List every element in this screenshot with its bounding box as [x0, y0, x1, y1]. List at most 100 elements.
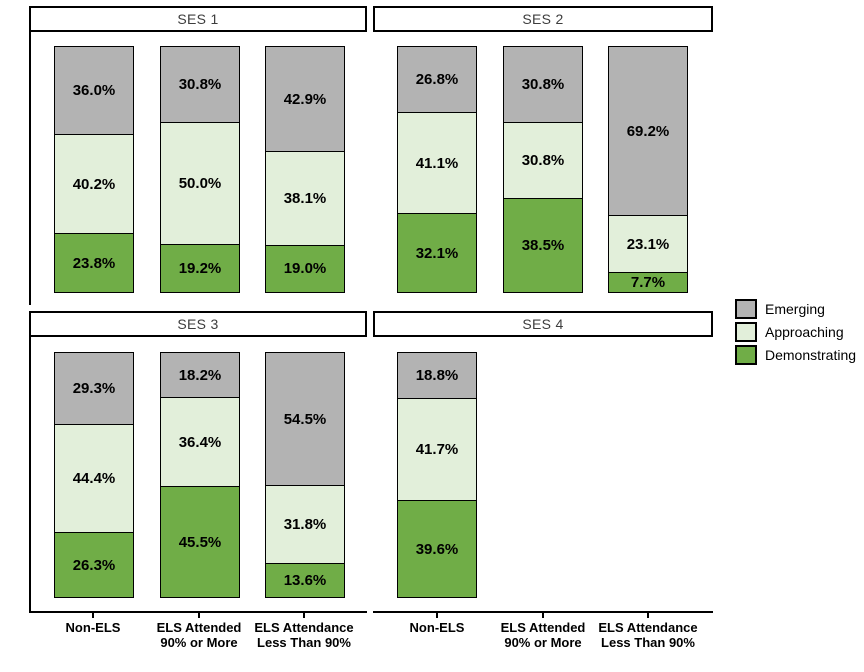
stacked-bar: 42.9% 38.1% 19.0%	[265, 46, 345, 293]
bar-segment-emerging: 18.8%	[398, 353, 476, 399]
bar-segment-emerging: 42.9%	[266, 47, 344, 152]
axis-category-label-line: Less Than 90%	[257, 635, 351, 650]
x-axis-right: Non-ELS ELS Attended 90% or More ELS Attend…	[373, 611, 713, 659]
bar-segment-emerging: 30.8%	[504, 47, 582, 122]
axis-category-label-line: ELS Attendance	[254, 620, 354, 635]
axis-category-label: Non-ELS	[372, 620, 502, 635]
stacked-bar: 54.5% 31.8% 13.6%	[265, 352, 345, 598]
bar-segment-approaching: 50.0%	[161, 121, 239, 245]
axis-tick	[198, 613, 200, 618]
facet-panel-ses-4: 18.8% 41.7% 39.6%	[373, 352, 713, 598]
segment-value-label: 29.3%	[72, 379, 116, 397]
segment-value-label: 30.8%	[521, 75, 565, 93]
bar-segment-demonstrating: 23.8%	[55, 233, 133, 292]
facet-strip-ses-3: SES 3	[29, 311, 367, 337]
bar-segment-approaching: 30.8%	[504, 121, 582, 198]
bar-segment-demonstrating: 19.2%	[161, 244, 239, 292]
legend-item: Approaching	[735, 322, 856, 342]
y-axis-line	[29, 32, 31, 305]
segment-value-label: 38.5%	[521, 236, 565, 254]
legend-label: Demonstrating	[765, 347, 857, 363]
axis-category-label: ELS Attended 90% or More	[134, 620, 264, 650]
bar-segment-approaching: 31.8%	[266, 485, 344, 564]
stacked-bar: 36.0% 40.2% 23.8%	[54, 46, 134, 293]
bar-segment-approaching: 44.4%	[55, 423, 133, 533]
x-axis-left: Non-ELS ELS Attended 90% or More ELS Attend…	[29, 611, 367, 659]
segment-value-label: 23.8%	[72, 254, 116, 272]
segment-value-label: 44.4%	[72, 470, 116, 488]
bar-segment-approaching: 38.1%	[266, 151, 344, 245]
segment-value-label: 26.8%	[415, 71, 459, 89]
segment-value-label: 19.2%	[178, 260, 222, 278]
stacked-bar: 18.2% 36.4% 45.5%	[160, 352, 240, 598]
x-axis-line	[373, 611, 713, 613]
legend-swatch-approaching	[735, 322, 757, 342]
axis-tick	[303, 613, 305, 618]
facet-strip-ses-1: SES 1	[29, 6, 367, 32]
legend-label: Approaching	[765, 324, 844, 340]
bar-segment-approaching: 23.1%	[609, 215, 687, 273]
bar-segment-approaching: 40.2%	[55, 134, 133, 234]
stacked-bar: 30.8% 30.8% 38.5%	[503, 46, 583, 293]
bar-segment-demonstrating: 26.3%	[55, 532, 133, 597]
segment-value-label: 23.1%	[626, 235, 670, 253]
segment-value-label: 30.8%	[178, 75, 222, 93]
segment-value-label: 41.7%	[415, 441, 459, 459]
bar-segment-demonstrating: 32.1%	[398, 213, 476, 292]
x-axis-line	[29, 611, 367, 613]
segment-value-label: 50.0%	[178, 175, 222, 193]
segment-value-label: 41.1%	[415, 154, 459, 172]
legend-item: Emerging	[735, 299, 856, 319]
axis-category-label-line: 90% or More	[504, 635, 582, 650]
segment-value-label: 32.1%	[415, 244, 459, 262]
stacked-bar: 69.2% 23.1% 7.7%	[608, 46, 688, 293]
segment-value-label: 7.7%	[630, 274, 666, 292]
segment-value-label: 36.0%	[72, 82, 116, 100]
axis-category-label-line: Non-ELS	[409, 620, 465, 635]
bar-segment-emerging: 69.2%	[609, 47, 687, 216]
legend: Emerging Approaching Demonstrating	[735, 299, 856, 368]
facet-title: SES 2	[522, 11, 564, 27]
segment-value-label: 13.6%	[283, 572, 327, 590]
axis-category-label: Non-ELS	[28, 620, 158, 635]
axis-category-label: ELS Attended 90% or More	[478, 620, 608, 650]
stacked-bar: 29.3% 44.4% 26.3%	[54, 352, 134, 598]
segment-value-label: 42.9%	[283, 90, 327, 108]
legend-label: Emerging	[765, 301, 825, 317]
facet-strip-ses-4: SES 4	[373, 311, 713, 337]
bar-segment-demonstrating: 13.6%	[266, 563, 344, 597]
segment-value-label: 30.8%	[521, 151, 565, 169]
axis-tick	[647, 613, 649, 618]
stacked-bar: 18.8% 41.7% 39.6%	[397, 352, 477, 598]
segment-value-label: 69.2%	[626, 122, 670, 140]
facet-panel-ses-3: 29.3% 44.4% 26.3% 18.2% 36.4% 45.5% 54.5% 31.8%…	[30, 352, 367, 598]
bar-segment-demonstrating: 39.6%	[398, 500, 476, 597]
segment-value-label: 18.2%	[178, 366, 222, 384]
axis-category-label-line: 90% or More	[160, 635, 238, 650]
axis-category-label-line: Non-ELS	[65, 620, 121, 635]
bar-segment-demonstrating: 19.0%	[266, 244, 344, 292]
segment-value-label: 45.5%	[178, 533, 222, 551]
bar-segment-emerging: 18.2%	[161, 353, 239, 397]
y-axis-line	[29, 337, 31, 612]
axis-category-label-line: ELS Attendance	[598, 620, 698, 635]
bar-segment-demonstrating: 45.5%	[161, 486, 239, 597]
segment-value-label: 54.5%	[283, 410, 327, 428]
axis-tick	[542, 613, 544, 618]
stacked-bar: 26.8% 41.1% 32.1%	[397, 46, 477, 293]
facet-title: SES 1	[177, 11, 219, 27]
legend-swatch-emerging	[735, 299, 757, 319]
legend-item: Demonstrating	[735, 345, 856, 365]
legend-swatch-demonstrating	[735, 345, 757, 365]
segment-value-label: 38.1%	[283, 190, 327, 208]
stacked-bar: 30.8% 50.0% 19.2%	[160, 46, 240, 293]
segment-value-label: 18.8%	[415, 367, 459, 385]
axis-category-label-line: ELS Attended	[500, 620, 586, 635]
bar-segment-approaching: 41.1%	[398, 112, 476, 213]
axis-category-label-line: ELS Attended	[156, 620, 242, 635]
bar-segment-demonstrating: 38.5%	[504, 197, 582, 292]
segment-value-label: 40.2%	[72, 175, 116, 193]
bar-segment-emerging: 29.3%	[55, 353, 133, 424]
bar-segment-approaching: 36.4%	[161, 397, 239, 486]
bar-segment-approaching: 41.7%	[398, 398, 476, 501]
